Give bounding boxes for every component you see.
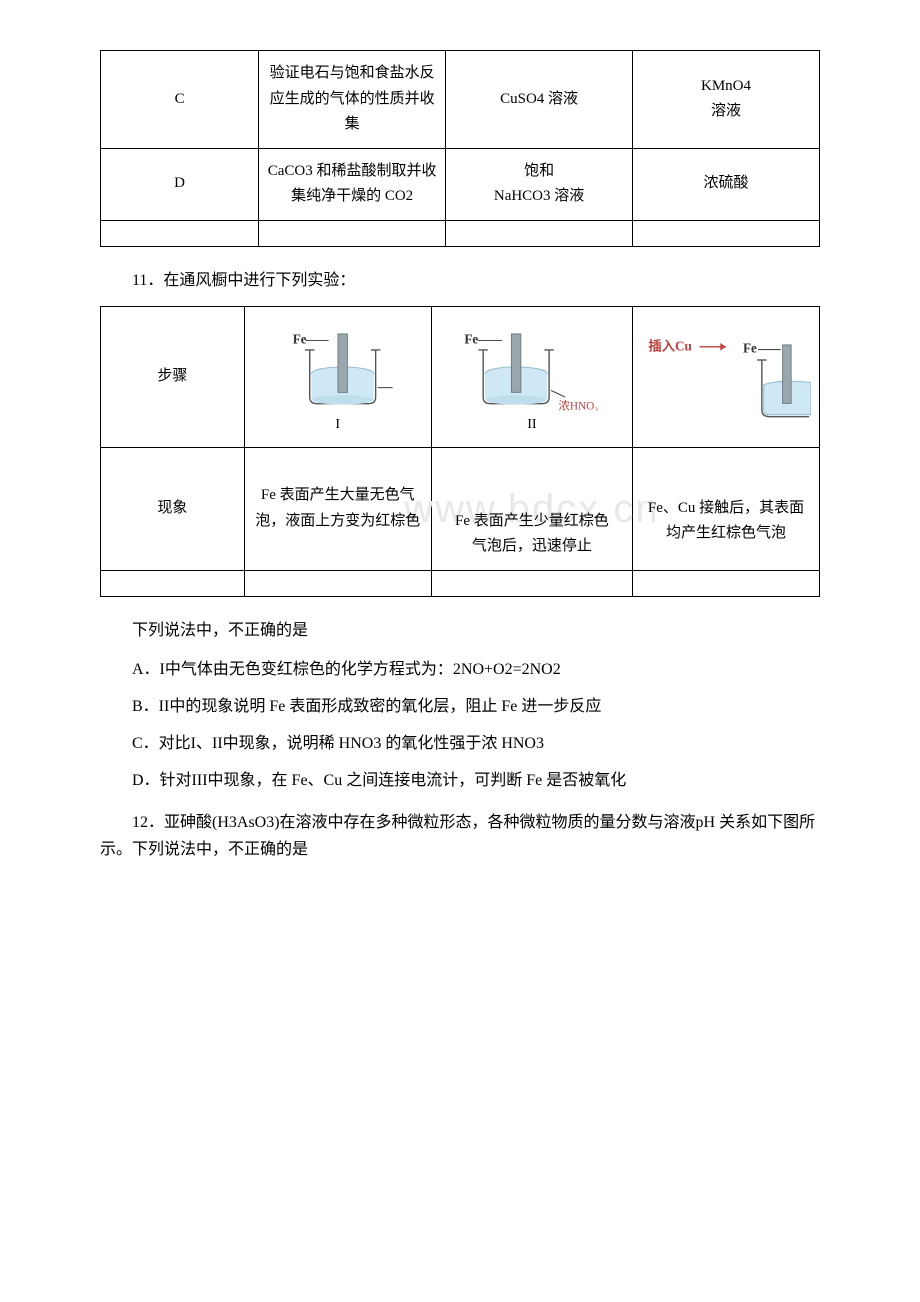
beaker-icon: 插入Cu Fe [641,327,811,427]
table-row: D CaCO3 和稀盐酸制取并收集纯净干燥的 CO2 饱和 NaHCO3 溶液 … [101,148,820,220]
question-11-lead: 下列说法中，不正确的是 [100,617,820,644]
beaker-diagram-2: Fe 浓HNO₃ II [431,306,632,447]
insert-cu-label: 插入Cu [649,337,692,353]
conc-hno3-label: 浓HNO₃ [558,399,598,411]
cell-option-letter: D [101,148,259,220]
question-11-stem: 11．在通风橱中进行下列实验： [100,267,820,294]
row-label-steps: 步骤 [101,306,245,447]
row-label-phenomena: 现象 [101,447,245,570]
phenomenon-1: Fe 表面产生大量无色气泡，液面上方变为红棕色 [244,447,431,570]
cell-reagent-b: KMnO4 溶液 [633,51,820,149]
beaker-diagram-3: 插入Cu Fe [633,306,820,447]
table-row: C 验证电石与饱和食盐水反应生成的气体的性质并收集 CuSO4 溶液 KMnO4… [101,51,820,149]
cell-reagent-a: CuSO4 溶液 [446,51,633,149]
beaker-icon: Fe [253,317,423,411]
roman-numeral-1: I [335,413,340,437]
cell-experiment-desc: CaCO3 和稀盐酸制取并收集纯净干燥的 CO2 [259,148,446,220]
roman-numeral-2: II [527,413,536,437]
question-12-stem: 12．亚砷酸(H3AsO3)在溶液中存在多种微粒形态，各种微粒物质的量分数与溶液… [100,809,820,863]
fe-label: Fe [464,331,478,346]
table-row-empty [101,570,820,596]
option-a: A．I中气体由无色变红棕色的化学方程式为：2NO+O2=2NO2 [100,656,820,683]
watermark-text: www.bdcx.cn [404,475,659,543]
option-b: B．II中的现象说明 Fe 表面形成致密的氧化层，阻止 Fe 进一步反应 [100,693,820,720]
phenomenon-3: Fe、Cu 接触后，其表面 均产生红棕色气泡 [633,447,820,570]
phenomenon-2: www.bdcx.cn Fe 表面产生少量红棕色 气泡后，迅速停止 [431,447,632,570]
beaker-diagram-1: Fe I [244,306,431,447]
cell-reagent-b: 浓硫酸 [633,148,820,220]
cell-experiment-desc: 验证电石与饱和食盐水反应生成的气体的性质并收集 [259,51,446,149]
cell-reagent-a: 饱和 NaHCO3 溶液 [446,148,633,220]
table-row-empty [101,220,820,246]
option-c: C．对比I、II中现象，说明稀 HNO3 的氧化性强于浓 HNO3 [100,730,820,757]
beaker-icon: Fe 浓HNO₃ [440,317,624,411]
table-row: 步骤 Fe I Fe [101,306,820,447]
table-row: 现象 Fe 表面产生大量无色气泡，液面上方变为红棕色 www.bdcx.cn F… [101,447,820,570]
fe-label: Fe [293,331,307,346]
table-reagents: C 验证电石与饱和食盐水反应生成的气体的性质并收集 CuSO4 溶液 KMnO4… [100,50,820,247]
cell-option-letter: C [101,51,259,149]
option-d: D．针对III中现象，在 Fe、Cu 之间连接电流计，可判断 Fe 是否被氧化 [100,767,820,794]
fe-label: Fe [743,340,757,355]
table-experiment-steps: 步骤 Fe I Fe [100,306,820,597]
